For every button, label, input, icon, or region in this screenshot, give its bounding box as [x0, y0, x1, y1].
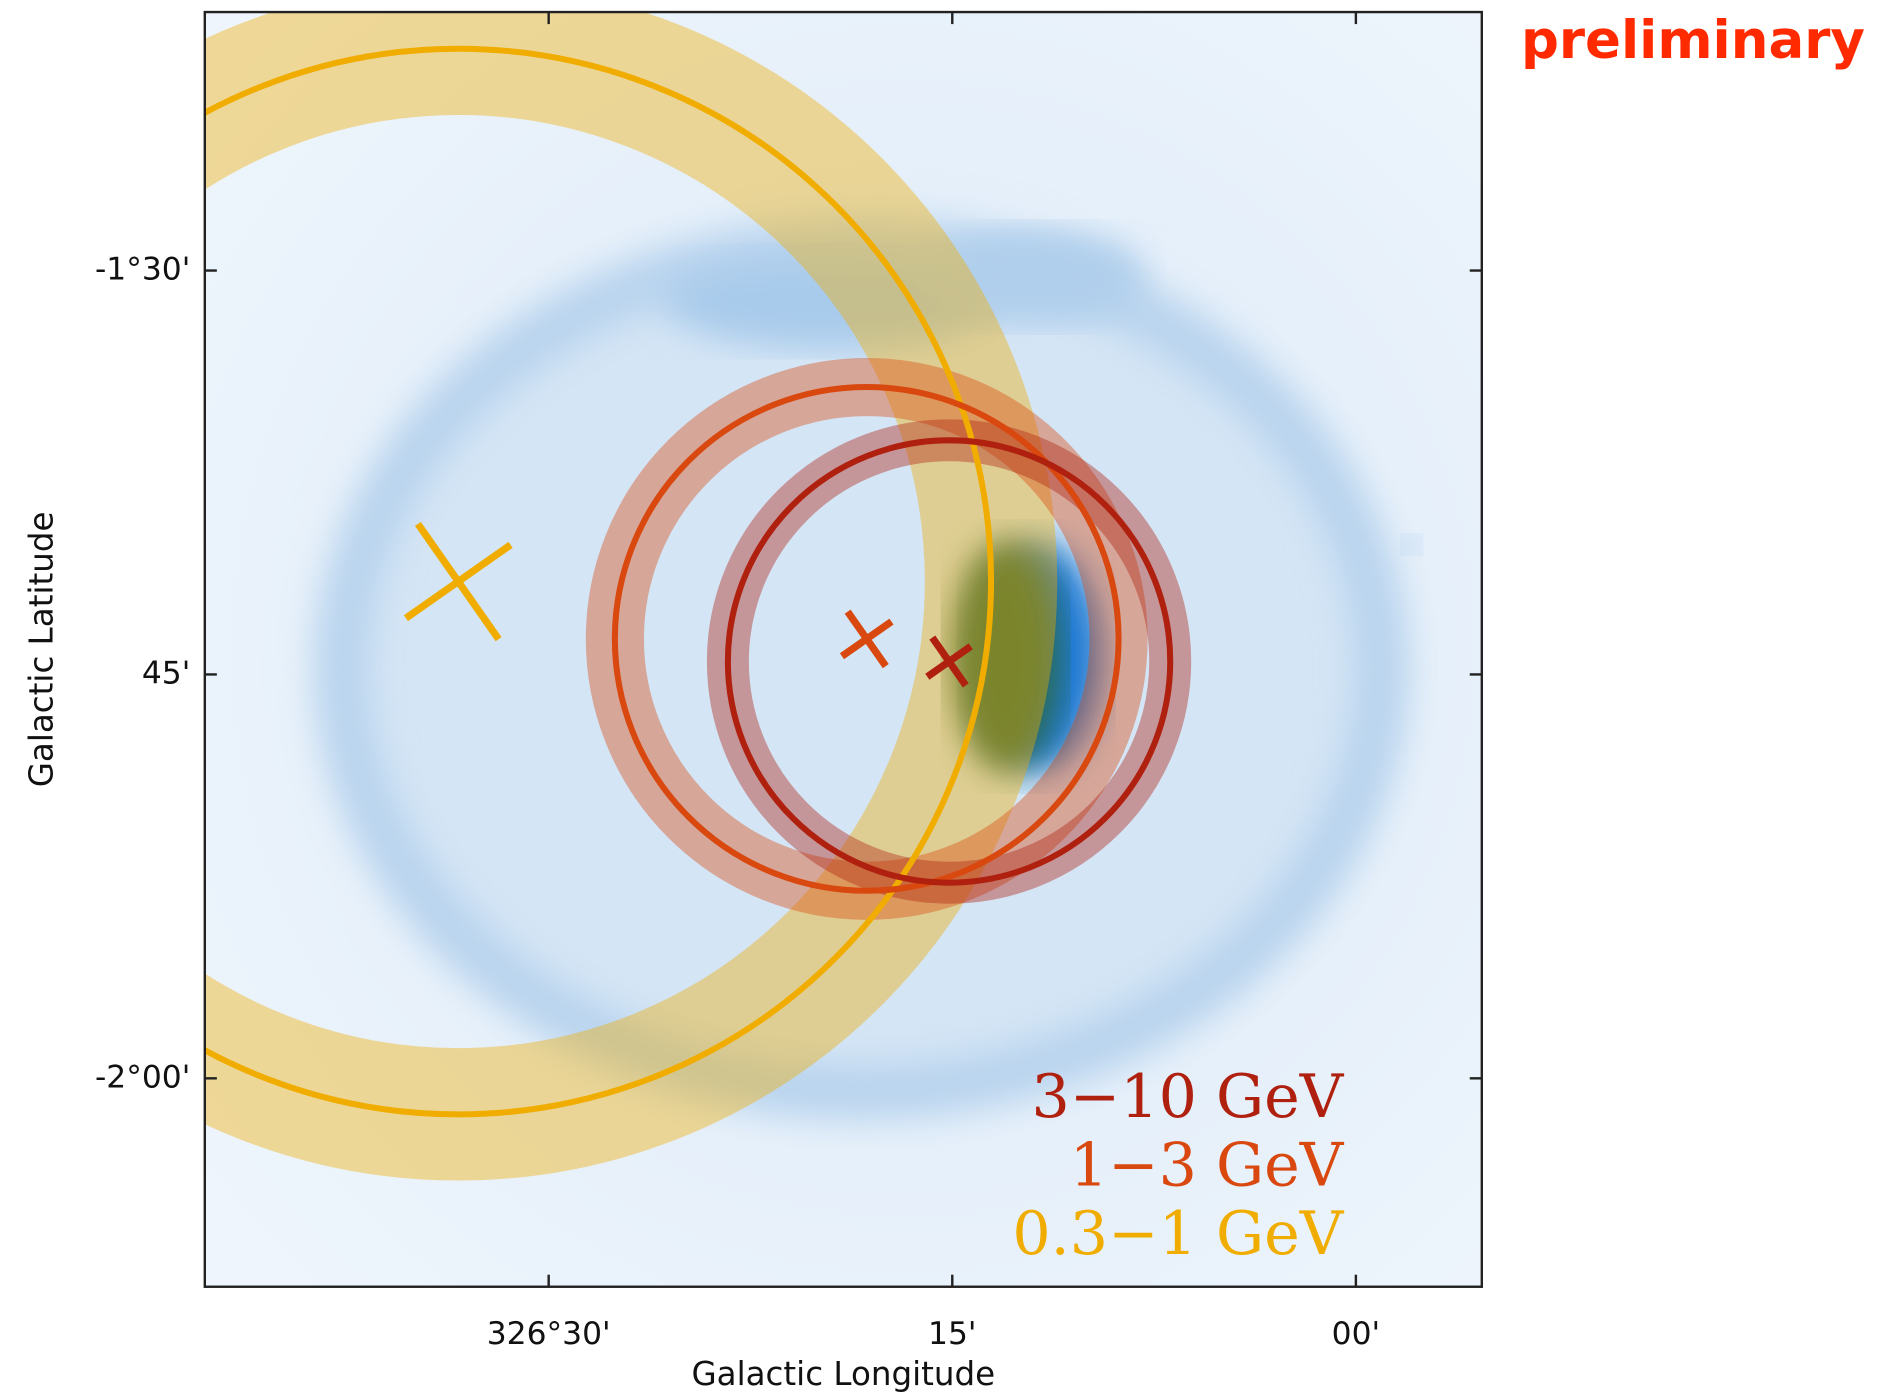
legend-entry: 1−3 GeV: [1070, 1130, 1345, 1200]
x-tick-label: 326°30': [487, 1316, 611, 1352]
x-tick-label: 15': [928, 1316, 976, 1352]
y-tick-label: -1°30': [95, 252, 190, 288]
legend-entry: 0.3−1 GeV: [1012, 1199, 1344, 1269]
y-tick-label: 45': [142, 655, 190, 691]
x-tick-label: 00': [1332, 1316, 1380, 1352]
annotation: preliminary: [1521, 10, 1865, 71]
figure: Galactic Longitude Galactic Latitude pre…: [0, 0, 1889, 1400]
y-axis-label: Galactic Latitude: [22, 512, 60, 788]
page: Galactic Longitude Galactic Latitude pre…: [0, 0, 1889, 1400]
legend-entry: 3−10 GeV: [1031, 1062, 1344, 1132]
x-axis-label: Galactic Longitude: [691, 1355, 995, 1393]
y-tick-label: -2°00': [95, 1059, 190, 1095]
